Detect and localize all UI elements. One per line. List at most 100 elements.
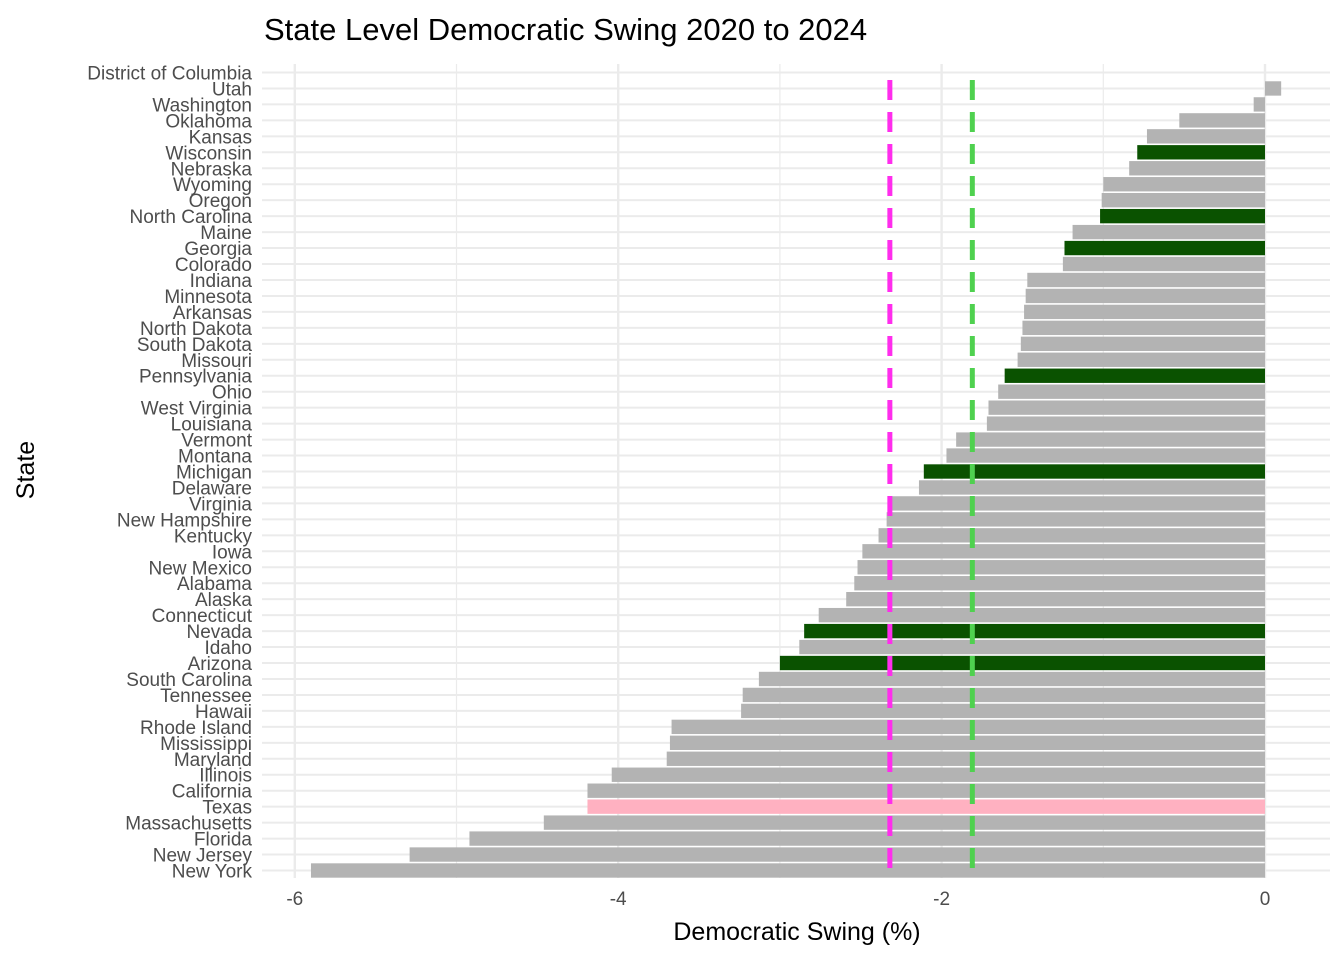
bar	[1027, 272, 1265, 288]
bar	[587, 783, 1265, 798]
bar	[1064, 240, 1265, 256]
y-tick-label: Louisiana	[171, 415, 253, 436]
y-tick-label: New Mexico	[149, 558, 252, 579]
y-tick-label: Indiana	[190, 271, 253, 292]
y-tick-label: West Virginia	[141, 399, 253, 420]
x-tick-label: -4	[610, 889, 627, 910]
y-tick-label: South Carolina	[126, 670, 252, 691]
y-tick-label: Nevada	[187, 622, 253, 643]
y-tick-label: North Carolina	[130, 207, 253, 228]
reference-lines	[887, 80, 975, 878]
y-tick-label: Montana	[178, 447, 252, 468]
y-tick-label: South Dakota	[137, 335, 253, 356]
y-tick-label: Tennessee	[160, 686, 252, 707]
bar	[611, 767, 1265, 782]
y-tick-label: Alaska	[195, 590, 252, 611]
bar	[1146, 129, 1265, 144]
y-tick-label: Massachusetts	[125, 814, 252, 835]
bars-layer	[310, 81, 1282, 878]
bar	[1020, 336, 1265, 352]
y-tick-label: Hawaii	[195, 702, 252, 723]
chart-title: State Level Democratic Swing 2020 to 202…	[264, 12, 867, 47]
bar	[889, 496, 1265, 511]
bar	[818, 607, 1265, 623]
bar	[1024, 304, 1265, 320]
bar	[1101, 192, 1265, 208]
x-tick-label: 0	[1260, 889, 1271, 910]
bar	[758, 671, 1265, 687]
bar	[1022, 320, 1265, 336]
y-tick-label: New Jersey	[153, 846, 253, 867]
bar	[799, 639, 1265, 655]
y-tick-label: Texas	[202, 798, 252, 819]
y-tick-label: Wisconsin	[165, 143, 252, 164]
bar	[946, 448, 1265, 463]
y-tick-label: Rhode Island	[140, 718, 252, 739]
y-tick-label: Idaho	[204, 638, 252, 659]
bar	[669, 735, 1265, 751]
bar	[543, 815, 1265, 830]
y-tick-label: New Hampshire	[117, 510, 252, 531]
y-tick-label: Vermont	[181, 431, 252, 452]
bar	[1017, 352, 1265, 367]
bar	[1129, 161, 1265, 176]
bar	[1072, 224, 1265, 240]
bar	[469, 831, 1265, 846]
y-tick-label: Alabama	[177, 574, 252, 595]
bar	[956, 432, 1265, 447]
bar	[779, 655, 1265, 671]
y-tick-label: Nebraska	[171, 159, 253, 180]
y-tick-label: Virginia	[189, 494, 252, 515]
y-tick-label: Minnesota	[164, 287, 252, 308]
x-axis-title: Democratic Swing (%)	[673, 918, 920, 946]
y-tick-label: Illinois	[199, 766, 252, 787]
y-tick-label: Oklahoma	[165, 111, 252, 132]
bar	[1025, 288, 1265, 304]
bar	[666, 751, 1265, 766]
y-tick-label: Utah	[212, 79, 252, 100]
y-tick-label: Maryland	[174, 750, 252, 771]
bar	[741, 703, 1265, 719]
y-tick-label: Maine	[200, 223, 252, 244]
bar	[886, 512, 1265, 527]
y-tick-label: Oregon	[189, 191, 252, 212]
y-tick-label: Iowa	[212, 542, 253, 563]
bar	[804, 623, 1265, 639]
y-tick-label: Pennsylvania	[139, 367, 252, 388]
y-tick-label: Delaware	[172, 478, 252, 499]
bar	[854, 576, 1265, 591]
bar	[986, 416, 1265, 431]
y-tick-label: Arizona	[188, 654, 253, 675]
y-tick-label: Kentucky	[174, 526, 253, 547]
bar	[1179, 113, 1265, 128]
y-tick-label: Connecticut	[152, 606, 253, 627]
y-tick-label: Georgia	[184, 239, 252, 260]
y-tick-label: New York	[172, 862, 253, 883]
bar	[1265, 81, 1282, 96]
bar	[409, 847, 1265, 862]
bar	[1100, 208, 1265, 224]
y-tick-label: Wyoming	[173, 175, 252, 196]
bar	[862, 544, 1265, 559]
y-tick-label: North Dakota	[140, 319, 252, 340]
bar	[1137, 145, 1265, 160]
bar	[742, 687, 1265, 703]
y-tick-label: Kansas	[189, 127, 252, 148]
y-tick-label: Florida	[194, 830, 253, 851]
bar	[878, 528, 1265, 543]
bar	[846, 591, 1265, 607]
y-tick-label: California	[172, 782, 253, 803]
bar	[587, 799, 1265, 814]
bar	[1253, 97, 1265, 112]
y-axis-title: State	[12, 441, 40, 499]
bar	[923, 464, 1265, 479]
y-tick-label: Colorado	[175, 255, 252, 276]
bar	[918, 480, 1265, 495]
bar	[998, 384, 1265, 399]
bar	[1103, 177, 1265, 192]
bar	[1062, 256, 1265, 272]
bar	[671, 719, 1265, 735]
y-tick-label: Mississippi	[160, 734, 252, 755]
y-tick-label: Arkansas	[173, 303, 252, 324]
